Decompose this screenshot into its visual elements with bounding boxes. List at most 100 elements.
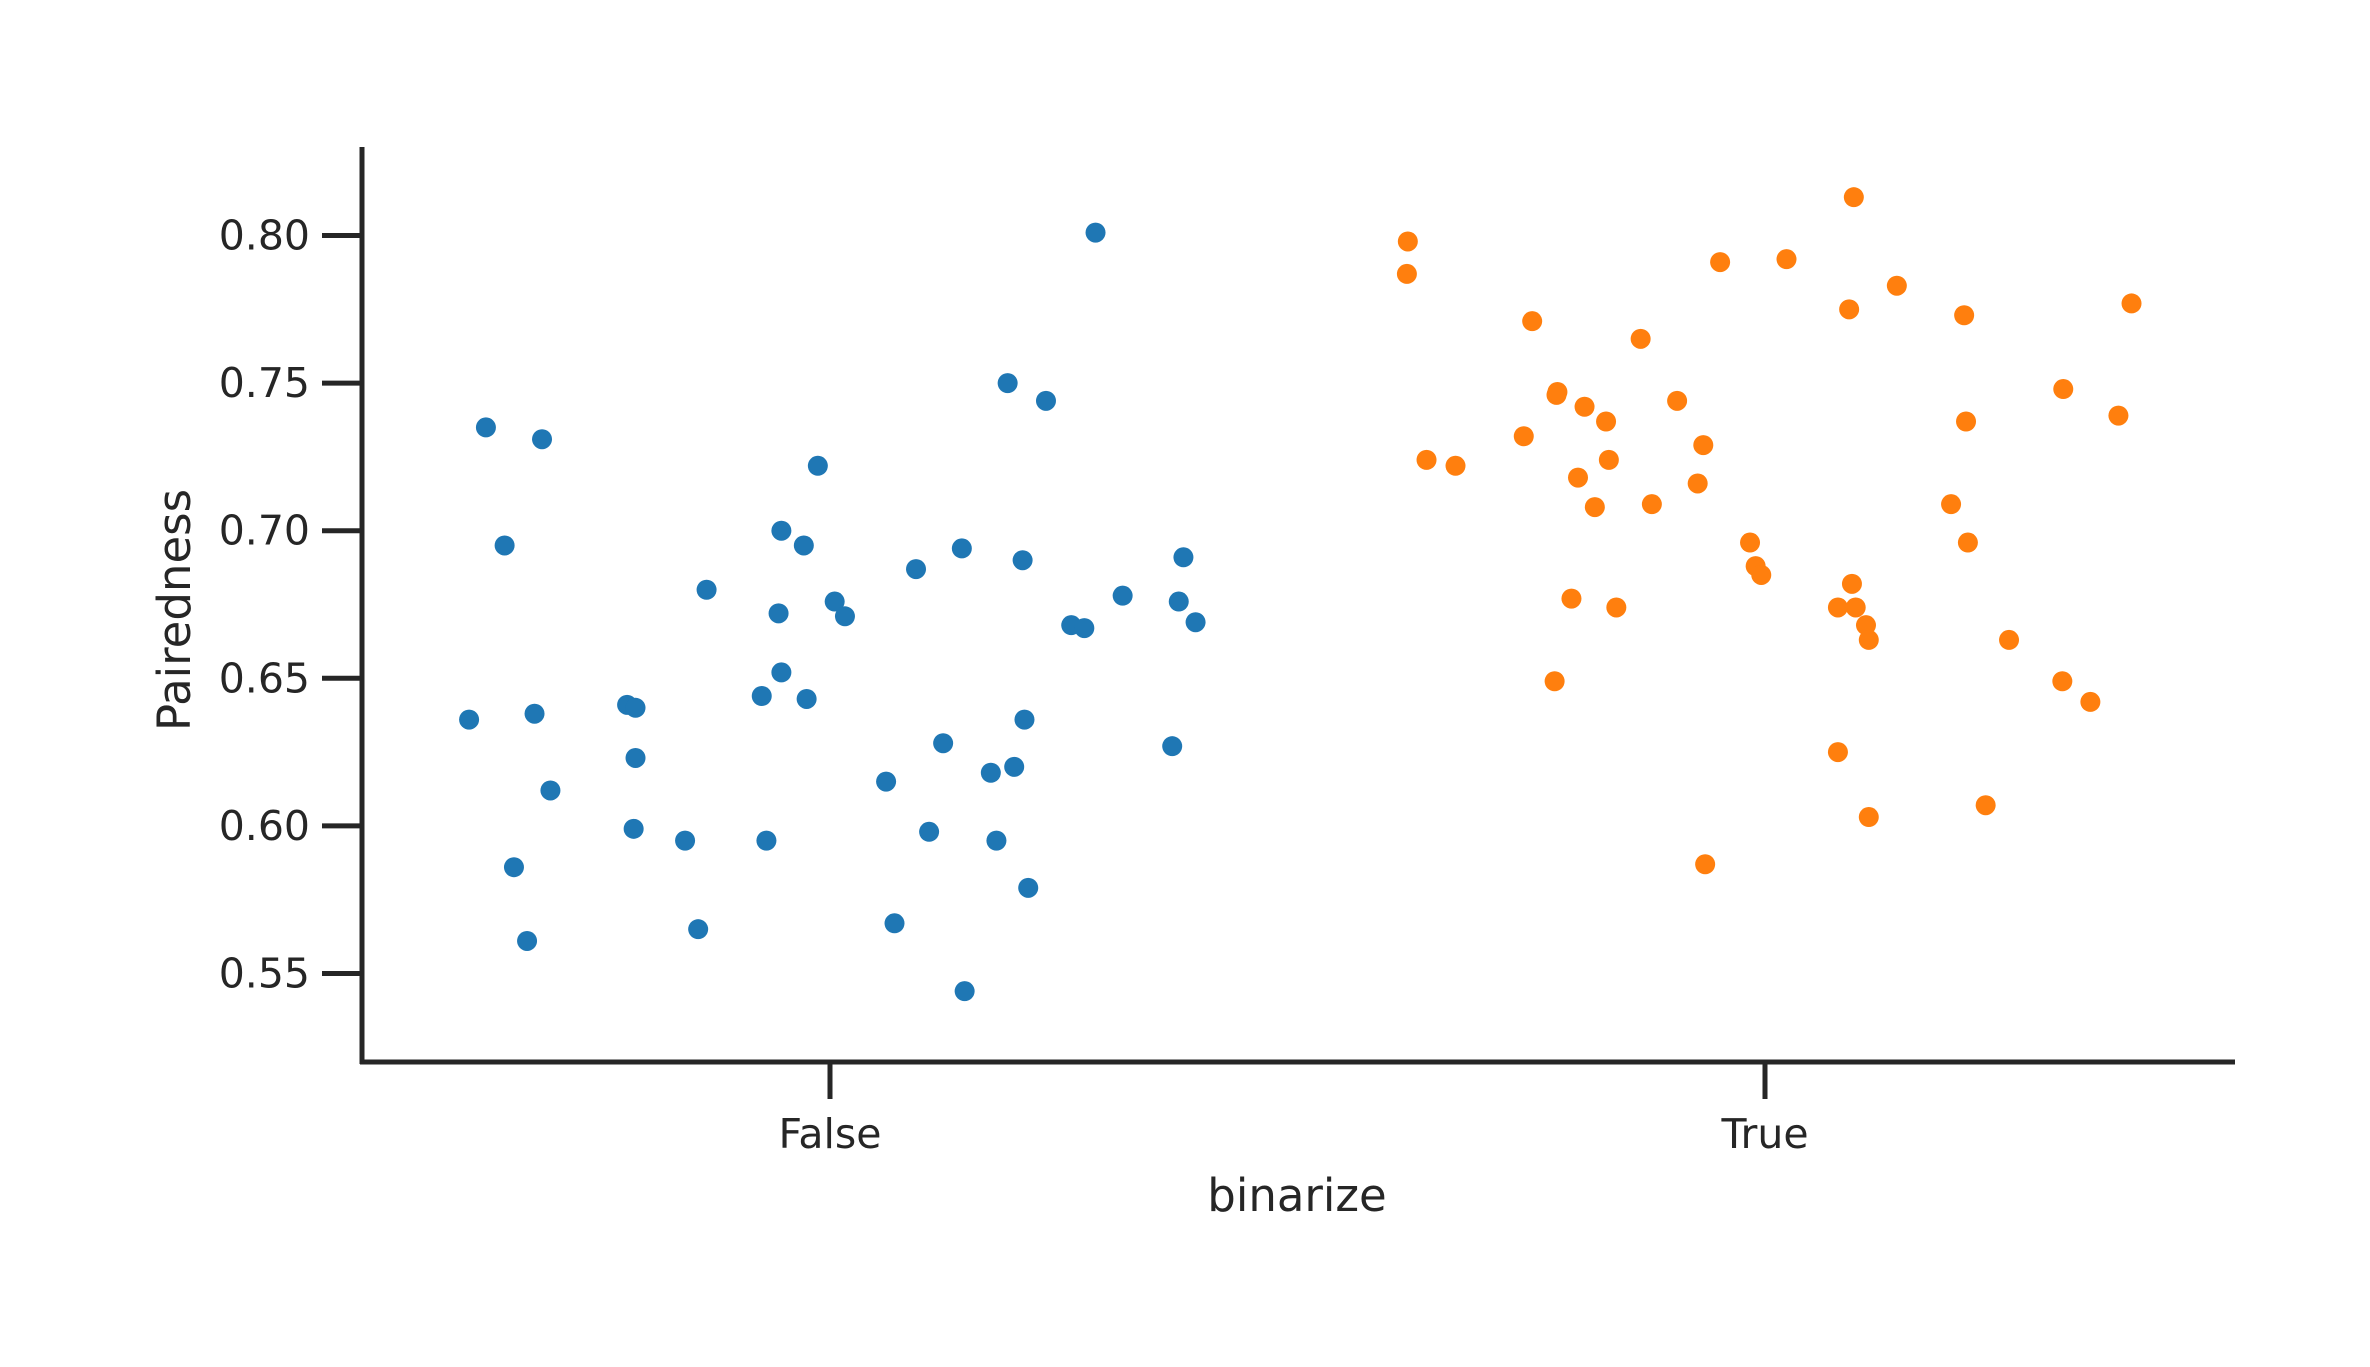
data-point xyxy=(1858,807,1879,828)
data-point xyxy=(2053,379,2074,400)
data-point xyxy=(1954,305,1975,326)
data-point xyxy=(1695,854,1716,875)
data-point xyxy=(1012,550,1033,571)
data-point xyxy=(1667,390,1688,411)
data-point xyxy=(1561,588,1582,609)
y-tick-label: 0.70 xyxy=(219,507,310,555)
data-point xyxy=(1185,612,1206,633)
data-point xyxy=(906,559,927,580)
data-point xyxy=(1841,573,1862,594)
data-point xyxy=(1855,615,1876,636)
data-point xyxy=(1085,222,1106,243)
series-true xyxy=(1396,187,2142,875)
y-axis-label: Pairedness xyxy=(148,489,201,731)
data-point xyxy=(807,455,828,476)
data-point xyxy=(524,703,545,724)
data-point xyxy=(494,535,515,556)
data-point xyxy=(997,373,1018,394)
data-point xyxy=(1641,494,1662,515)
data-point xyxy=(625,747,646,768)
data-point xyxy=(834,606,855,627)
data-point xyxy=(1162,736,1183,757)
data-point xyxy=(2080,691,2101,712)
data-point xyxy=(771,520,792,541)
data-points xyxy=(459,187,2142,1002)
data-point xyxy=(2052,671,2073,692)
data-point xyxy=(1584,497,1605,518)
data-point xyxy=(1445,455,1466,476)
data-point xyxy=(1014,709,1035,730)
data-point xyxy=(1173,547,1194,568)
y-axis-ticks: 0.55 0.60 0.65 0.70 0.75 0.80 xyxy=(219,212,362,997)
data-point xyxy=(1999,629,2020,650)
data-point xyxy=(2108,405,2129,426)
data-point xyxy=(1112,585,1133,606)
data-point xyxy=(1957,532,1978,553)
data-point xyxy=(1956,411,1977,432)
data-point xyxy=(951,538,972,559)
data-point xyxy=(824,591,845,612)
data-point xyxy=(1776,249,1797,270)
data-point xyxy=(1845,597,1866,618)
data-point xyxy=(771,662,792,683)
data-point xyxy=(1004,756,1025,777)
data-point xyxy=(625,697,646,718)
data-point xyxy=(1687,473,1708,494)
y-tick-label: 0.75 xyxy=(219,359,310,407)
data-point xyxy=(954,981,975,1002)
data-point xyxy=(459,709,480,730)
data-point xyxy=(1693,435,1714,456)
data-point xyxy=(796,688,817,709)
data-point xyxy=(1886,275,1907,296)
data-point xyxy=(1018,877,1039,898)
data-point xyxy=(751,686,772,706)
data-point xyxy=(876,771,897,792)
data-point xyxy=(517,930,538,951)
data-point xyxy=(756,830,777,851)
data-point xyxy=(696,579,717,600)
data-point xyxy=(1547,381,1568,402)
data-point xyxy=(1522,311,1543,332)
data-point xyxy=(1740,532,1761,553)
data-point xyxy=(1598,449,1619,470)
data-point xyxy=(1074,618,1095,639)
data-point xyxy=(1941,494,1962,515)
data-point xyxy=(1396,263,1417,284)
data-point xyxy=(1606,597,1627,618)
data-point xyxy=(623,818,644,839)
data-point xyxy=(933,733,954,754)
data-point xyxy=(1975,795,1996,816)
data-point xyxy=(980,762,1001,783)
data-point xyxy=(1630,328,1651,349)
data-point xyxy=(1858,629,1879,650)
data-point xyxy=(1544,671,1565,692)
data-point xyxy=(688,919,709,940)
data-point xyxy=(1710,252,1731,273)
x-axis-label: binarize xyxy=(1207,1169,1386,1222)
data-point xyxy=(1839,299,1860,320)
x-tick-label: False xyxy=(779,1110,882,1158)
y-tick-label: 0.80 xyxy=(219,212,310,260)
data-point xyxy=(1035,390,1056,411)
data-point xyxy=(768,603,789,624)
x-tick-label: True xyxy=(1720,1110,1808,1158)
data-point xyxy=(2121,293,2142,314)
data-point xyxy=(1168,591,1189,612)
data-point xyxy=(1416,449,1437,470)
data-point xyxy=(1751,564,1772,585)
y-tick-label: 0.65 xyxy=(219,654,310,702)
data-point xyxy=(532,429,553,450)
data-point xyxy=(1827,742,1848,763)
y-tick-label: 0.60 xyxy=(219,802,310,850)
data-point xyxy=(1568,467,1588,488)
y-tick-label: 0.55 xyxy=(219,949,310,997)
data-point xyxy=(675,830,696,851)
data-point xyxy=(1596,411,1617,432)
x-axis-ticks: False True xyxy=(779,1062,1809,1158)
data-point xyxy=(1843,187,1864,208)
data-point xyxy=(503,857,524,878)
data-point xyxy=(1397,231,1418,252)
data-point xyxy=(1574,396,1595,417)
